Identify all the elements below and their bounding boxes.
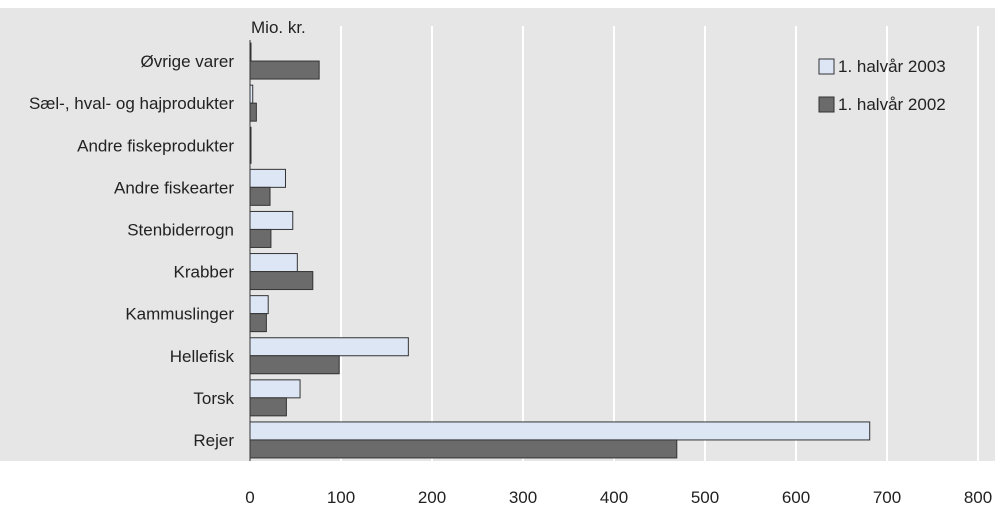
bar-krabber-1-halva-r-2003 [249,253,298,273]
bar-rejer-1-halva-r-2003 [249,421,871,441]
category-label-torsk: Torsk [193,389,234,408]
category-label-rejer: Rejer [193,431,234,450]
bar-hellefisk-1-halva-r-2003 [249,337,409,357]
x-tick-label-600: 600 [782,488,810,507]
bar-kammuslinger-1-halva-r-2002 [249,313,267,333]
bar-andre-fiskeprodukter-1-halva-r-2003 [249,126,252,146]
category-label-andre-fiskearter: Andre fiskearter [114,178,234,197]
bar-andre-fiskeprodukter-1-halva-r-2002 [249,144,252,164]
bars [249,42,871,459]
x-tick-label-100: 100 [327,488,355,507]
x-tick-label-200: 200 [418,488,446,507]
category-labels: Øvrige varer Sæl-, hval- og hajprodukter A… [29,52,235,450]
bar-rejer-1-halva-r-2002 [249,439,678,459]
bar-torsk-1-halva-r-2002 [249,397,287,417]
category-label-vrige-varer: Øvrige varer [140,52,234,71]
bar-andre-fiskearter-1-halva-r-2002 [249,186,271,206]
legend-label-1-halva-r-2002: 1. halvår 2002 [838,95,946,114]
category-label-stenbiderrogn: Stenbiderrogn [127,220,234,239]
x-tick-labels: 0 100 200 300 400 500 600 700 800 [245,488,992,507]
bar-stenbiderrogn-1-halva-r-2002 [249,228,272,248]
x-tick-label-300: 300 [509,488,537,507]
x-tick-label-500: 500 [691,488,719,507]
x-tick-label-400: 400 [600,488,628,507]
legend-label-1-halva-r-2003: 1. halvår 2003 [838,57,946,76]
legend-swatch-1-halva-r-2002 [818,96,835,113]
legend: 1. halvår 2003 1. halvår 2002 [818,57,946,114]
bar-hellefisk-1-halva-r-2002 [249,355,340,375]
bar-s-l-hval-og-hajprodukter-1-halva-r-2002 [249,102,257,122]
category-label-krabber: Krabber [174,263,235,282]
category-label-kammuslinger: Kammuslinger [125,305,234,324]
x-tick-label-800: 800 [964,488,992,507]
x-tick-label-700: 700 [873,488,901,507]
category-label-hellefisk: Hellefisk [170,347,235,366]
bar-vrige-varer-1-halva-r-2002 [249,60,320,80]
category-label-andre-fiskeprodukter: Andre fiskeprodukter [77,136,234,155]
gridlines [340,26,979,461]
x-tick-label-0: 0 [245,488,254,507]
legend-swatch-1-halva-r-2003 [818,58,835,75]
bar-torsk-1-halva-r-2003 [249,379,301,399]
bar-s-l-hval-og-hajprodukter-1-halva-r-2003 [249,84,254,104]
bar-krabber-1-halva-r-2002 [249,271,314,291]
bar-vrige-varer-1-halva-r-2003 [249,42,252,62]
chart-background [0,8,995,461]
bar-andre-fiskearter-1-halva-r-2003 [249,168,286,188]
unit-label: Mio. kr. [251,18,306,37]
category-label-s-l-hval-og-hajprodukter: Sæl-, hval- og hajprodukter [29,94,234,113]
bar-stenbiderrogn-1-halva-r-2003 [249,210,294,230]
bar-kammuslinger-1-halva-r-2003 [249,295,269,315]
